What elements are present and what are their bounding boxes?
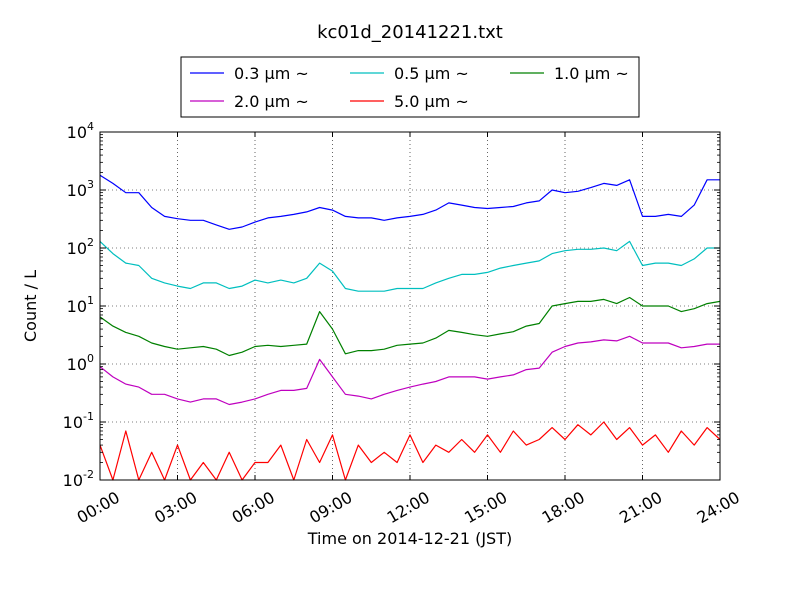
x-tick-label: 06:00: [229, 488, 278, 528]
ticks: 00:00 03:00 06:00 09:00 12:00 15:00 18:00 21:00…: [63, 120, 743, 527]
series-line-2: [99, 240, 720, 292]
x-axis-label: Time on 2014-12-21 (JST): [307, 529, 512, 548]
y-tick-label: 102: [67, 236, 94, 258]
legend: 0.3 μm ~ 0.5 μm ~ 1.0 μm ~ 2.0 μm ~ 5.0 μm ~: [180, 56, 640, 118]
series-layer: [99, 174, 721, 481]
series-line-3: [99, 296, 721, 357]
legend-label: 0.5 μm ~: [394, 64, 469, 83]
x-tick-label: 18:00: [539, 488, 588, 528]
x-tick-label: 21:00: [616, 488, 665, 528]
y-tick-label: 10-2: [63, 468, 94, 490]
series-line-5: [99, 421, 721, 481]
legend-label: 1.0 μm ~: [554, 64, 629, 83]
x-tick-label: 03:00: [151, 488, 200, 528]
series-line-4: [99, 335, 720, 406]
x-tick-label: 00:00: [74, 488, 123, 528]
series-line-1: [99, 174, 720, 230]
y-tick-label: 10-1: [63, 410, 94, 432]
x-tick-label: 12:00: [384, 488, 433, 528]
legend-label: 5.0 μm ~: [394, 92, 469, 111]
chart-title: kc01d_20141221.txt: [317, 22, 503, 43]
y-tick-label: 100: [67, 352, 94, 374]
legend-label: 2.0 μm ~: [234, 92, 309, 111]
y-tick-label: 101: [67, 294, 94, 316]
x-tick-label: 09:00: [306, 488, 355, 528]
legend-box: [180, 56, 640, 118]
x-tick-label: 24:00: [694, 488, 743, 528]
grid: [100, 132, 720, 480]
y-axis-label: Count / L: [21, 270, 40, 342]
legend-label: 0.3 μm ~: [234, 64, 309, 83]
y-tick-label: 104: [67, 120, 94, 142]
x-tick-label: 15:00: [461, 488, 510, 528]
y-tick-label: 103: [67, 178, 94, 200]
